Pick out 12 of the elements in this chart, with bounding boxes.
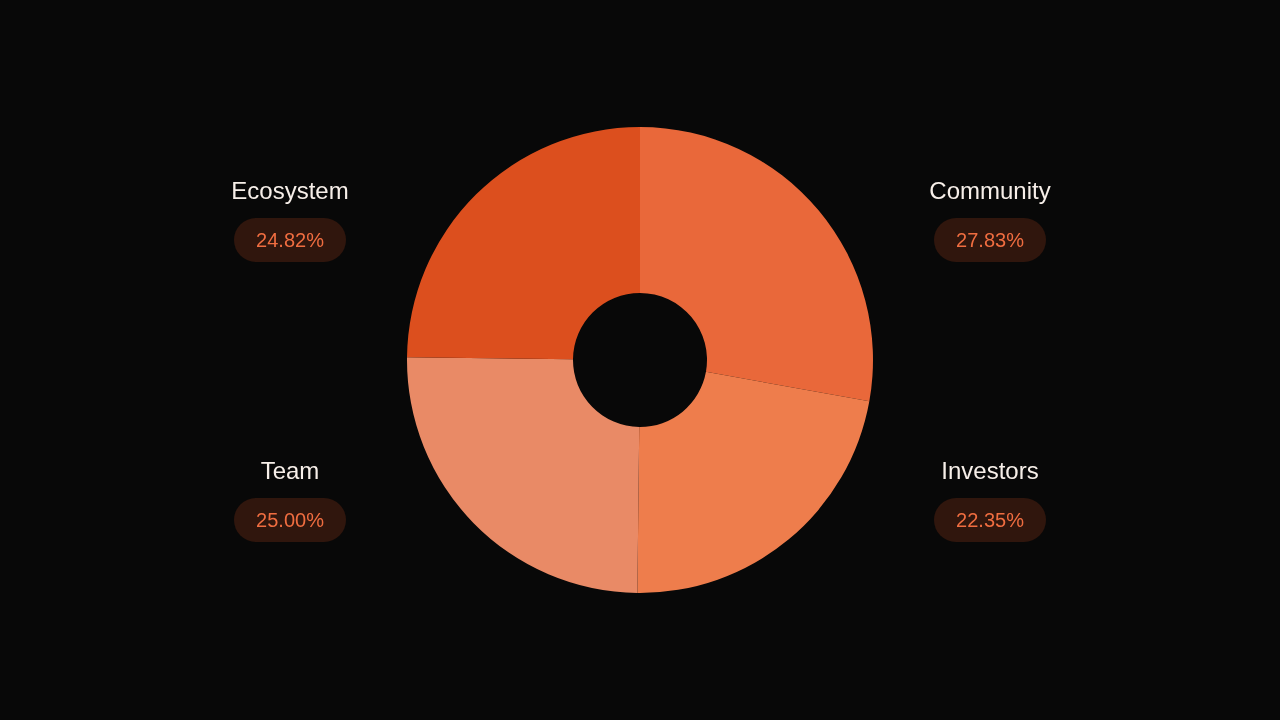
data-label: 22.35% — [956, 509, 1025, 531]
slice-label: Ecosystem — [231, 176, 349, 204]
donut-slice — [407, 127, 640, 360]
slice-label: Investors — [941, 456, 1039, 484]
donut-slice — [637, 371, 870, 593]
donut-slice — [407, 357, 640, 593]
donut-slice — [640, 127, 873, 402]
data-label: 24.82% — [256, 229, 325, 251]
slice-label: Team — [260, 456, 320, 484]
data-label: 27.83% — [956, 229, 1025, 251]
data-label: 25.00% — [256, 509, 325, 531]
slice-label: Community — [929, 176, 1051, 204]
